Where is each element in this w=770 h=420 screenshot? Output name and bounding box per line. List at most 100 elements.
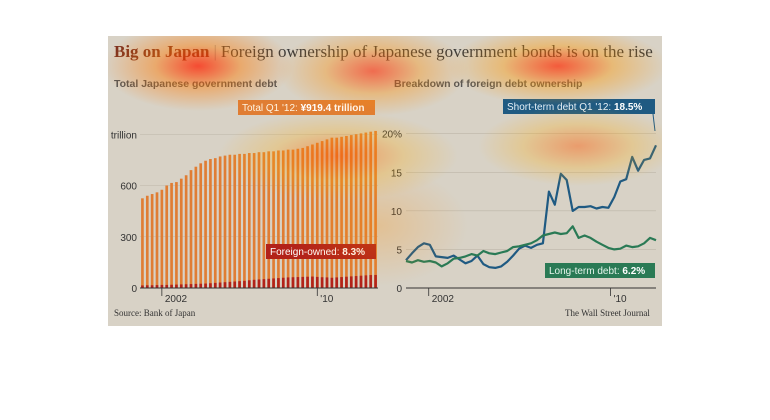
short-term-callout-label: Short-term debt Q1 '12: 18.5% [507,102,642,113]
foreign-owned-bar [218,282,222,288]
foreign-owned-bar [296,277,300,288]
total-debt-bar [262,152,266,288]
total-debt-bar [184,175,188,288]
source-note: Source: Bank of Japan [114,308,196,318]
foreign-owned-bar [306,276,309,288]
foreign-owned-bar [213,282,217,288]
left-y-tick-label: 600 [120,182,137,193]
right-y-tick-label: 20% [382,130,402,141]
foreign-owned-bar [247,280,251,288]
left-x-tick-label: '10 [320,294,333,305]
long-term-callout-label: Long-term debt: 6.2% [549,266,645,277]
foreign-owned-bar [335,277,339,288]
total-debt-bar [155,192,159,288]
right-x-tick-label: '10 [614,294,627,305]
total-debt-bar [311,144,314,288]
total-debt-bar [296,148,300,288]
total-debt-bar [209,159,212,288]
total-debt-bar [252,153,256,288]
total-debt-bar [335,137,339,288]
foreign-owned-bar [223,282,227,288]
total-debt-bar [364,132,368,288]
total-debt-bar [204,160,207,288]
right-y-tick-label: 0 [396,284,402,295]
total-debt-bar [354,134,358,288]
foreign-owned-bar [286,277,290,288]
foreign-callout-label: Foreign-owned: 8.3% [270,247,365,258]
total-debt-bar [315,142,319,288]
left-y-tick-label: ¥900 trillion [108,130,137,141]
total-debt-bar [340,136,343,288]
total-debt-bar [145,195,149,288]
total-debt-chart: 0 300 600 ¥900 trillion 2002 '10 Total Q1 '12:… [108,99,658,305]
total-debt-bar [345,135,348,288]
total-debt-bar [150,194,154,288]
foreign-owned-bar [175,284,178,288]
foreign-owned-bar [233,281,237,288]
long-term-debt-line [405,225,657,268]
total-debt-bar [301,147,305,288]
credit: The Wall Street Journal [565,308,650,318]
total-debt-bar [267,151,271,288]
total-callout-value: ¥919.4 trillion [301,103,365,114]
foreign-owned-bar [179,284,183,288]
total-debt-bar [359,133,363,288]
total-debt-bar [325,139,329,288]
foreign-callout-value: 8.3% [342,247,365,258]
foreign-owned-bar [364,275,368,288]
total-debt-bar [257,152,261,288]
right-x-tick-label: 2002 [432,294,455,305]
foreign-owned-bar [359,275,363,288]
total-debt-bar [165,185,169,288]
foreign-owned-bar [243,280,246,288]
foreign-owned-bar [315,276,319,288]
right-y-tick-label: 15 [391,168,403,179]
foreign-owned-bar [349,276,353,288]
foreign-owned-bar [209,283,212,288]
total-debt-bar [179,178,183,288]
foreign-owned-bar [194,283,198,288]
total-debt-bar [330,137,334,288]
foreign-owned-bar [277,278,280,288]
foreign-owned-bar [291,277,295,288]
short-term-callout-pointer [652,113,656,132]
left-y-tick-label: 300 [120,233,137,244]
total-debt-bar [233,154,237,288]
foreign-owned-bar [311,276,314,288]
total-debt-bar [199,163,203,288]
total-debt-bar [213,158,217,288]
foreign-owned-bar [267,278,271,288]
right-y-tick-label: 5 [396,245,402,256]
total-debt-bar [189,170,193,288]
total-debt-bar [238,153,241,288]
foreign-owned-bar [354,276,358,288]
total-debt-bar [291,149,295,288]
right-y-tick-label: 10 [391,207,403,218]
total-debt-bar [306,146,309,288]
total-debt-bar [170,182,173,288]
foreign-owned-bar [320,277,324,288]
total-debt-bar [141,198,144,288]
foreign-owned-bar [325,277,329,288]
total-debt-bar [272,151,275,288]
long-term-callout-value: 6.2% [622,266,645,277]
foreign-owned-bar [262,279,266,288]
total-debt-bar [228,154,232,288]
total-debt-bar [369,131,373,288]
foreign-owned-bar [340,277,343,288]
short-term-callout-value: 18.5% [614,102,642,113]
foreign-owned-bar [184,284,188,288]
total-debt-bar [281,150,285,288]
foreign-owned-bar [281,277,285,288]
total-debt-bar [194,166,198,288]
total-debt-bar [175,182,178,288]
foreign-owned-bar [301,276,305,288]
left-x-tick-label: 2002 [165,294,188,305]
total-debt-bar [247,153,251,288]
foreign-owned-bar [330,277,334,288]
foreign-owned-bar [204,283,207,288]
foreign-owned-bar [369,275,373,288]
foreign-owned-bar [345,276,348,288]
total-debt-bar [223,155,227,288]
total-debt-bar [349,135,353,288]
